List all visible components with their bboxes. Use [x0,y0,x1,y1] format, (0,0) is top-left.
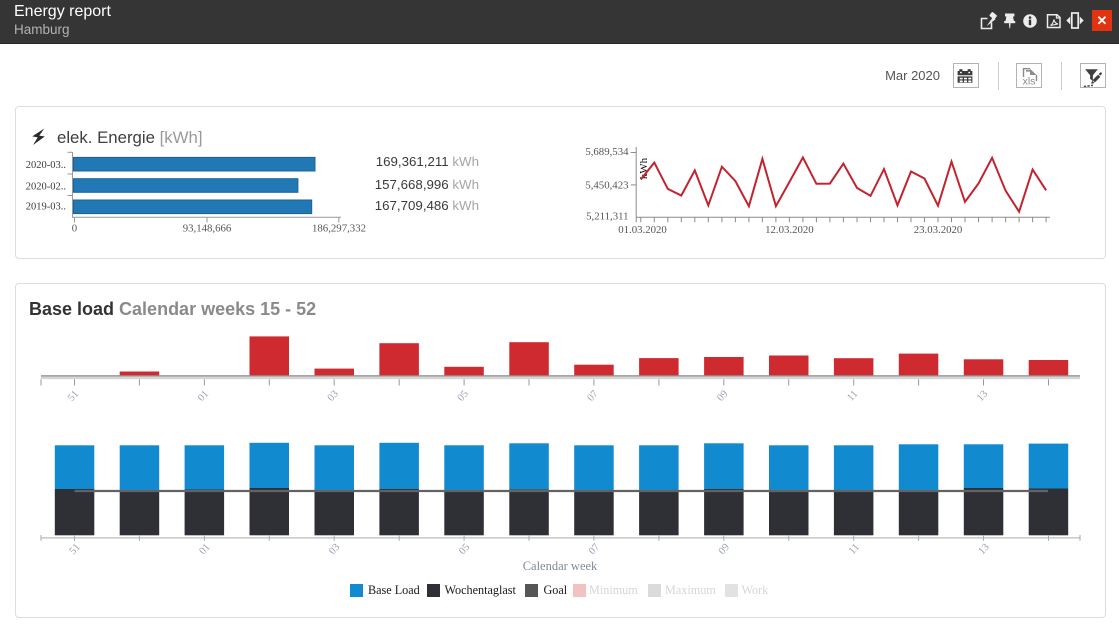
svg-text:05: 05 [457,542,472,557]
svg-text:03: 03 [327,542,342,557]
svg-text:09: 09 [715,389,730,404]
svg-text:2020-03..: 2020-03.. [26,160,66,171]
svg-text:51: 51 [68,542,83,557]
svg-text:5,211,311: 5,211,311 [586,211,628,223]
svg-text:51: 51 [66,389,81,404]
svg-text:12.03.2020: 12.03.2020 [765,224,814,236]
svg-text:5,450,423: 5,450,423 [585,179,628,191]
svg-text:0: 0 [72,223,77,235]
svg-text:09: 09 [717,542,732,557]
svg-text:11: 11 [847,542,862,557]
svg-text:2020-02..: 2020-02.. [26,182,66,193]
svg-text:07: 07 [585,389,600,404]
svg-text:11: 11 [845,389,860,404]
svg-text:01: 01 [197,542,212,557]
svg-text:5,689,534: 5,689,534 [585,146,629,158]
svg-text:01.03.2020: 01.03.2020 [618,224,667,236]
svg-text:186,297,332: 186,297,332 [312,223,366,235]
svg-text:13: 13 [975,389,990,404]
svg-text:01: 01 [196,389,211,404]
svg-text:kWh: kWh [638,157,650,179]
svg-text:93,148,666: 93,148,666 [183,223,232,235]
svg-text:05: 05 [456,389,471,404]
svg-text:xls: xls [1023,76,1036,88]
svg-text:13: 13 [977,542,992,557]
svg-text:07: 07 [587,542,602,557]
svg-text:2019-03..: 2019-03.. [26,201,66,212]
svg-text:03: 03 [326,389,341,404]
svg-text:23.03.2020: 23.03.2020 [914,224,963,236]
